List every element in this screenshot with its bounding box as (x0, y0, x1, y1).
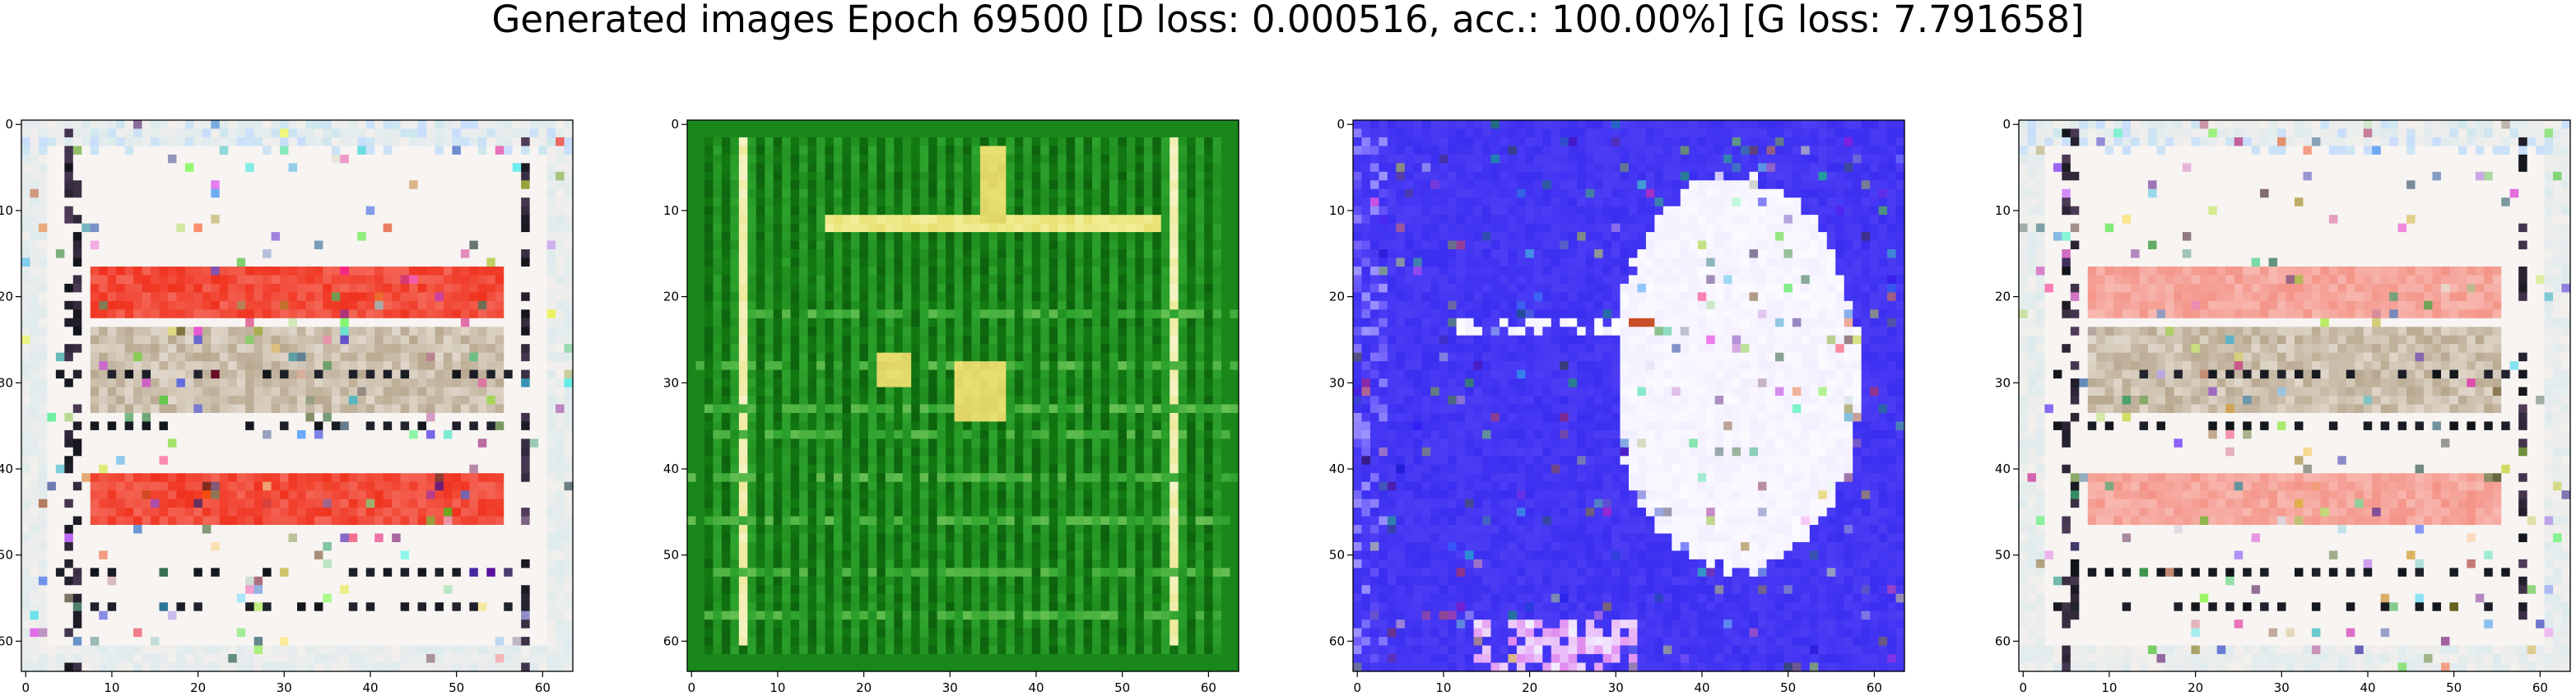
x-tick-label: 30 (277, 680, 292, 695)
x-tick-label: 40 (2360, 680, 2375, 695)
x-tick-label: 50 (2446, 680, 2462, 695)
y-tick-label: 50 (1995, 548, 2011, 563)
x-tick-label: 0 (1353, 680, 1361, 695)
y-tick-label: 20 (1995, 290, 2011, 304)
x-tick-label: 40 (362, 680, 378, 695)
y-tick-label: 0 (2002, 117, 2011, 132)
x-tick-label: 20 (856, 680, 872, 695)
x-tick-label: 50 (1114, 680, 1130, 695)
x-tick-label: 40 (1694, 680, 1709, 695)
y-tick-label: 10 (1329, 203, 1345, 218)
x-tick-label: 60 (1867, 680, 1882, 695)
y-tick-label: 30 (1329, 375, 1345, 390)
y-tick-label: 50 (1329, 548, 1345, 563)
image-axes: 0 10 20 30 40 50 60 0 10 20 30 40 50 60 (0, 120, 593, 696)
generated-image (21, 120, 574, 672)
y-tick-label: 20 (0, 290, 13, 304)
image-axes: 0 10 20 30 40 50 60 0 10 20 30 40 50 60 (666, 120, 1258, 696)
y-tick-label: 60 (1329, 633, 1345, 648)
x-tick-label: 0 (687, 680, 695, 695)
y-tick-label: 0 (671, 117, 679, 132)
y-tick-label: 10 (0, 203, 13, 218)
y-tick-label: 20 (1329, 290, 1345, 304)
y-tick-label: 0 (1337, 117, 1345, 132)
x-tick-label: 0 (2019, 680, 2027, 695)
x-tick-label: 30 (942, 680, 958, 695)
x-tick-label: 50 (449, 680, 464, 695)
x-tick-label: 10 (1435, 680, 1451, 695)
generated-image (687, 120, 1239, 672)
x-tick-label: 20 (2188, 680, 2203, 695)
y-tick-label: 40 (1995, 462, 2011, 476)
y-tick-label: 10 (663, 203, 679, 218)
x-tick-label: 60 (1201, 680, 1216, 695)
x-tick-label: 40 (1028, 680, 1044, 695)
y-tick-label: 60 (663, 633, 679, 648)
generated-image (2019, 120, 2571, 672)
y-tick-label: 40 (0, 462, 13, 476)
generated-image (1353, 120, 1905, 672)
x-tick-label: 20 (1522, 680, 1537, 695)
y-tick-label: 20 (663, 290, 679, 304)
x-tick-label: 0 (21, 680, 30, 695)
y-tick-label: 10 (1995, 203, 2011, 218)
y-tick-label: 60 (0, 633, 13, 648)
y-tick-label: 40 (663, 462, 679, 476)
x-tick-label: 30 (2274, 680, 2290, 695)
x-tick-label: 30 (1608, 680, 1624, 695)
x-tick-label: 10 (2101, 680, 2117, 695)
x-tick-label: 50 (1780, 680, 1796, 695)
x-tick-label: 20 (190, 680, 206, 695)
y-tick-label: 30 (1995, 375, 2011, 390)
x-tick-label: 10 (104, 680, 119, 695)
y-tick-label: 50 (663, 548, 679, 563)
y-tick-label: 30 (0, 375, 13, 390)
y-tick-label: 40 (1329, 462, 1345, 476)
figure-title: Generated images Epoch 69500 [D loss: 0.… (0, 0, 2576, 44)
y-tick-label: 60 (1995, 633, 2011, 648)
x-tick-label: 10 (770, 680, 785, 695)
y-tick-label: 0 (5, 117, 13, 132)
y-tick-label: 30 (663, 375, 679, 390)
x-tick-label: 60 (535, 680, 551, 695)
image-axes: 0 10 20 30 40 50 60 0 10 20 30 40 50 60 (1997, 120, 2576, 696)
x-tick-label: 60 (2532, 680, 2548, 695)
y-tick-label: 50 (0, 548, 13, 563)
image-axes: 0 10 20 30 40 50 60 0 10 20 30 40 50 60 (1332, 120, 1924, 696)
